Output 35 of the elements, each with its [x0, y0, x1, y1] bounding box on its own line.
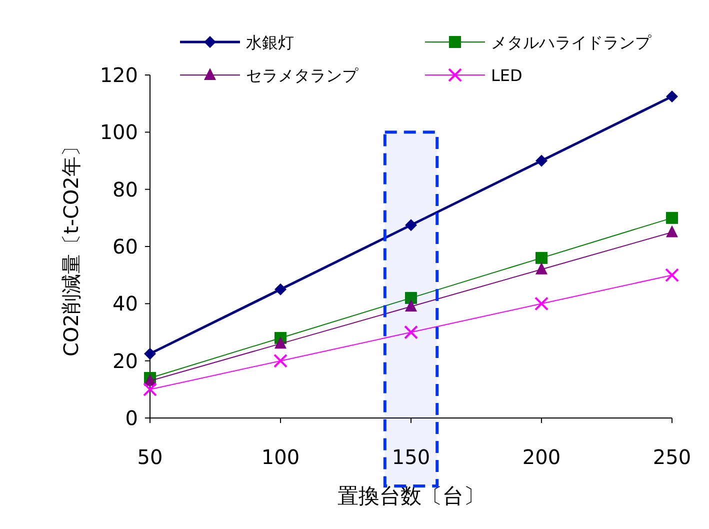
point: [405, 219, 417, 232]
point: [666, 90, 678, 102]
point: [665, 268, 679, 282]
point: [534, 296, 548, 311]
point: [666, 225, 678, 238]
point: [405, 292, 417, 304]
point: [144, 348, 156, 360]
point: [405, 300, 417, 312]
point: [404, 325, 418, 340]
y-axis-title: CO2削減量〔t-CO2年〕: [59, 136, 83, 356]
y-tick-label: 120: [100, 63, 138, 87]
y-tick-label: 100: [100, 120, 138, 144]
y-tick-label: 60: [112, 234, 138, 258]
x-tick-label: 150: [392, 445, 430, 469]
y-tick-label: 40: [112, 292, 138, 316]
x-tick-label: 250: [652, 445, 692, 469]
point: [666, 212, 678, 224]
point: [536, 154, 548, 167]
x-axis-title: 置換台数〔台〕: [338, 484, 484, 508]
point: [536, 262, 548, 274]
point: [274, 283, 286, 296]
x-tick-label: 200: [522, 445, 561, 469]
y-tick-label: 20: [112, 348, 138, 373]
legend-label: 水銀灯: [246, 33, 294, 52]
legend-label: セラメタランプ: [246, 66, 359, 85]
point: [143, 382, 157, 396]
point: [536, 252, 548, 264]
point: [274, 336, 286, 349]
legend-label: メタルハライドランプ: [491, 33, 652, 52]
legend-label: LED: [491, 66, 522, 85]
x-tick-label: 50: [137, 445, 163, 469]
y-tick-label: 80: [112, 177, 138, 202]
y-tick-label: 0: [125, 406, 138, 430]
x-tick-label: 100: [261, 445, 300, 469]
point: [274, 354, 288, 368]
